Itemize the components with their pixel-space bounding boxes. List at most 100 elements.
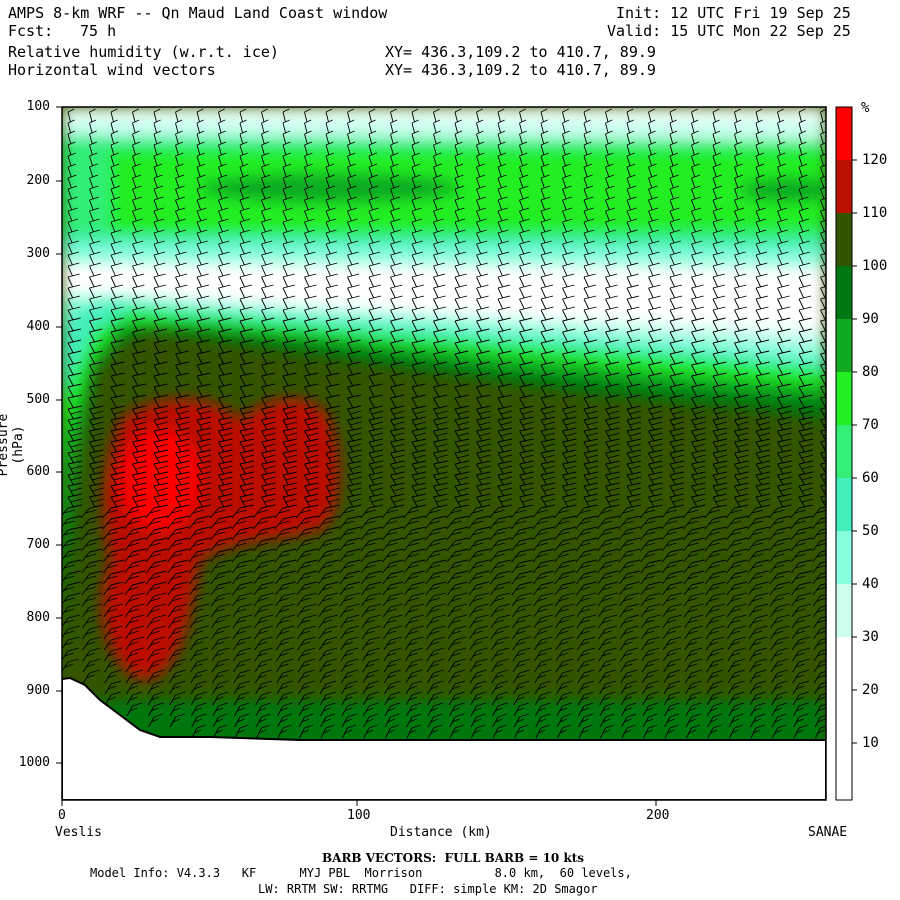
wind-barb — [347, 493, 362, 508]
wind-barb — [304, 251, 316, 266]
wind-barb — [425, 537, 447, 552]
wind-barb — [210, 548, 232, 563]
wind-barb — [239, 317, 253, 332]
wind-barb — [661, 515, 684, 530]
wind-barb — [276, 658, 294, 673]
wind-barb — [454, 427, 470, 442]
wind-barb — [618, 504, 641, 519]
wind-barb — [748, 625, 768, 640]
wind-barb — [777, 108, 784, 123]
wind-barb — [705, 614, 726, 629]
wind-barb — [390, 251, 402, 266]
wind-barb — [712, 427, 728, 442]
wind-barb — [734, 284, 747, 299]
wind-barb — [196, 152, 205, 167]
wind-barb — [712, 262, 725, 277]
wind-barb — [446, 559, 469, 574]
wind-barb — [669, 394, 684, 409]
wind-barb — [426, 669, 445, 684]
wind-barb — [454, 372, 469, 387]
wind-barb — [734, 130, 742, 145]
wind-barb — [231, 548, 254, 563]
wind-barb — [704, 570, 726, 585]
wind-barb — [368, 306, 382, 321]
wind-barb — [684, 625, 704, 640]
wind-barb — [339, 581, 361, 596]
wind-barb — [755, 328, 769, 343]
wind-barb — [734, 163, 743, 178]
wind-barb — [218, 240, 230, 255]
wind-barb — [433, 273, 446, 288]
wind-barb — [519, 284, 532, 299]
wind-barb — [798, 284, 812, 299]
wind-barb — [405, 658, 423, 673]
wind-barb — [317, 559, 340, 574]
wind-barb — [196, 273, 209, 288]
wind-barb — [476, 306, 490, 321]
wind-barb — [748, 581, 769, 596]
wind-barb — [253, 592, 275, 607]
wind-barb — [239, 273, 252, 288]
wind-barb — [166, 515, 190, 530]
wind-barb — [296, 570, 318, 585]
wind-barb — [232, 614, 253, 629]
wind-barb — [67, 229, 79, 244]
wind-barb — [535, 702, 551, 717]
wind-barb — [89, 218, 100, 233]
wind-barb — [110, 438, 126, 453]
wind-barb — [454, 262, 467, 277]
wind-barb — [489, 515, 512, 530]
wind-barb — [175, 196, 185, 211]
wind-barb — [626, 449, 642, 464]
wind-barb — [583, 262, 596, 277]
wind-barb — [433, 361, 447, 376]
wind-barb — [792, 680, 810, 695]
wind-barb — [691, 262, 703, 277]
wind-barb — [562, 394, 577, 409]
wind-barb — [188, 504, 211, 519]
wind-barb — [777, 229, 788, 244]
wind-barb — [110, 471, 126, 486]
wind-barb — [669, 262, 682, 277]
wind-barb — [511, 603, 532, 618]
wind-barb — [239, 339, 254, 354]
wind-barb — [454, 394, 469, 409]
wind-barb — [325, 196, 336, 211]
wind-barb — [510, 504, 534, 519]
wind-barb — [534, 669, 552, 684]
wind-barb — [597, 592, 619, 607]
model-info-line2: LW: RRTM SW: RRTMG DIFF: simple KM: 2D S… — [258, 882, 598, 896]
wind-barb — [362, 647, 381, 662]
wind-barb — [533, 581, 554, 596]
wind-barb — [89, 416, 104, 431]
wind-barb — [662, 603, 683, 618]
wind-barb — [712, 438, 728, 453]
wind-barb — [304, 449, 319, 464]
wind-barb — [583, 350, 598, 365]
wind-barb — [648, 185, 658, 200]
wind-barb — [360, 570, 382, 585]
wind-barb — [469, 669, 488, 684]
wind-barb — [89, 152, 98, 167]
wind-barb — [67, 207, 78, 222]
wind-barb — [749, 658, 767, 673]
wind-barb — [188, 559, 211, 574]
wind-barb — [691, 152, 700, 167]
wind-barb — [368, 361, 383, 376]
wind-barb — [231, 559, 254, 574]
wind-barb — [124, 603, 145, 618]
wind-barb — [534, 680, 552, 695]
wind-barb — [648, 141, 657, 156]
wind-barb — [497, 207, 508, 222]
wind-barb — [640, 559, 662, 574]
wind-barb — [232, 625, 252, 640]
wind-barb — [424, 515, 448, 530]
wind-barb — [814, 725, 826, 739]
wind-barb — [497, 339, 512, 354]
wind-barb — [519, 251, 531, 266]
wind-barb — [282, 273, 295, 288]
wind-barb — [261, 152, 270, 167]
wind-barb — [168, 636, 187, 651]
wind-barb — [476, 108, 483, 123]
wind-barb — [454, 493, 470, 508]
